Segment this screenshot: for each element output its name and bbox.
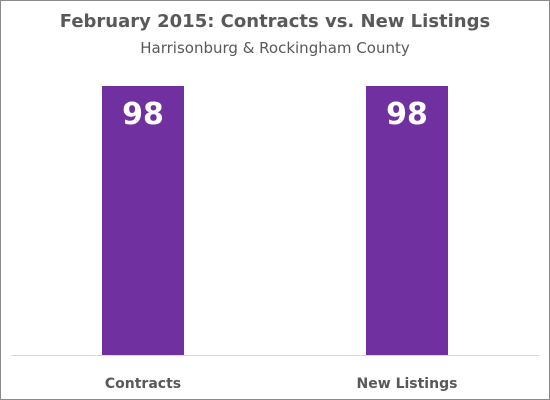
chart-subtitle: Harrisonburg & Rockingham County [140, 39, 410, 57]
data-label-contracts: 98 [122, 97, 164, 132]
bar-new-listings [366, 86, 448, 355]
bar-contracts [102, 86, 184, 355]
data-label-new-listings: 98 [386, 97, 428, 132]
chart-title: February 2015: Contracts vs. New Listing… [59, 11, 491, 32]
category-label-contracts: Contracts [105, 376, 181, 392]
category-label-new-listings: New Listings [357, 376, 458, 392]
